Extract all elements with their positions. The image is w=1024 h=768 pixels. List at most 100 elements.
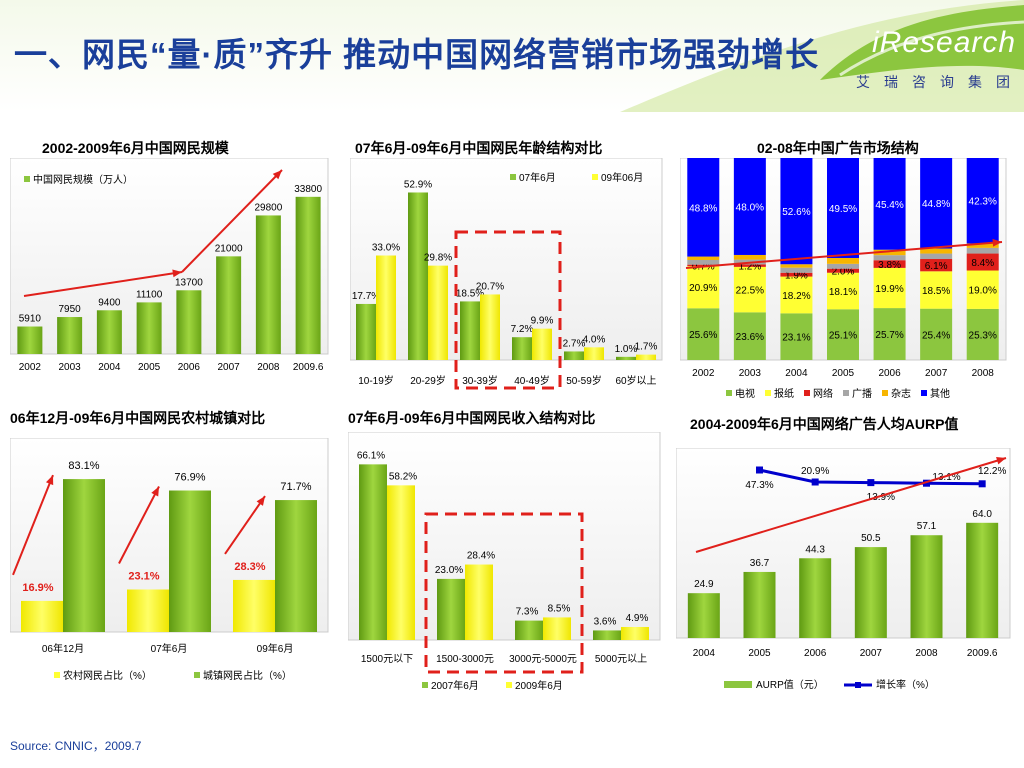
bar (593, 630, 621, 640)
highlight-box (424, 512, 584, 674)
legend-swatch (804, 390, 810, 396)
data-label: 25.7% (875, 330, 903, 341)
trend-arrow (685, 241, 1003, 269)
bar (910, 535, 943, 638)
legend-swatch (194, 672, 200, 678)
data-label: 57.1 (917, 521, 937, 532)
logo-subtitle: 艾瑞咨询集团 (856, 74, 1024, 90)
bar (616, 356, 636, 360)
bar (387, 485, 415, 640)
bar (169, 490, 211, 632)
trend-arrow (118, 486, 160, 564)
legend-label: 网络 (813, 387, 833, 400)
growth-point (923, 479, 930, 487)
chart-income: 66.1% 58.2% 1500元以下 23.0% 28.4% 1500-3000元 7.3… (348, 432, 661, 692)
stack-segment (966, 253, 999, 271)
data-label: 18.5% (922, 286, 950, 297)
bar (17, 326, 43, 354)
stack-segment (827, 257, 859, 264)
data-label: 23.1% (782, 333, 810, 344)
x-tick-label: 09年6月 (257, 642, 294, 655)
data-label: 22.5% (736, 286, 764, 297)
data-label: 25.3% (969, 330, 997, 341)
stack-segment (920, 308, 953, 360)
legend-label: 增长率（%） (876, 678, 935, 691)
stack-segment (687, 260, 720, 265)
stack-segment (966, 243, 999, 248)
legend-swatch (506, 682, 512, 688)
bar (515, 620, 543, 640)
data-label: 28.4% (467, 551, 495, 562)
stack-segment (966, 247, 999, 254)
data-label: 33.0% (372, 243, 400, 254)
bar (743, 571, 776, 638)
data-label: 20.9% (689, 283, 717, 294)
data-label: 18.2% (782, 291, 810, 302)
legend-swatch (592, 174, 598, 180)
chart-title-netizen-scale: 2002-2009年6月中国网民规模 (42, 140, 229, 156)
data-label: 9.9% (531, 316, 554, 327)
bar (21, 600, 63, 632)
legend-swatch (921, 390, 927, 396)
x-tick-label: 2002 (692, 368, 715, 379)
data-label: 25.4% (922, 330, 950, 341)
data-label: 4.9% (626, 613, 649, 624)
legend-label: 07年6月 (519, 171, 556, 184)
data-label: 20.7% (476, 281, 504, 292)
data-label: 1.2% (738, 262, 761, 273)
x-tick-label: 06年12月 (42, 642, 84, 655)
stack-segment (920, 248, 953, 254)
data-label: 4.0% (583, 334, 606, 345)
x-tick-label: 60岁以上 (615, 374, 656, 387)
data-label: 28.3% (234, 561, 265, 573)
data-label: 50.5 (861, 533, 881, 544)
x-tick-label: 1500元以下 (361, 654, 413, 665)
data-label: 58.2% (389, 471, 417, 482)
bar (854, 547, 887, 638)
stack-segment (733, 266, 766, 313)
x-tick-label: 2005 (832, 368, 855, 379)
bar (356, 303, 376, 360)
x-tick-label: 2005 (748, 648, 771, 659)
bar (543, 617, 571, 640)
stack-segment (873, 267, 906, 309)
x-tick-label: 50-59岁 (566, 374, 602, 387)
stack-segment (780, 272, 813, 277)
data-label: 83.1% (68, 460, 99, 472)
data-label: 66.1% (357, 450, 385, 461)
data-label: 71.7% (280, 481, 311, 493)
chart-title-age-structure: 07年6月-09年6月中国网民年龄结构对比 (355, 140, 603, 156)
data-label: 76.9% (174, 472, 205, 484)
legend-label: 报纸 (774, 387, 794, 400)
data-label: 2.7% (563, 338, 586, 349)
x-tick-label: 2006 (878, 368, 901, 379)
plot-area (350, 158, 663, 361)
legend-swatch (843, 390, 849, 396)
chart-ad-market: 25.6%20.9%0.7%48.8%200223.6%22.5%1.2%48.… (680, 158, 1007, 400)
stack-segment (687, 256, 720, 261)
data-label: 13700 (175, 277, 203, 288)
legend-label: 城镇网民占比（%） (203, 669, 292, 682)
trend-arrow (181, 169, 283, 273)
bar (216, 256, 242, 354)
data-label: 17.7% (352, 291, 380, 302)
legend-label: 中国网民规模（万人） (33, 173, 133, 186)
x-tick-label: 2006 (178, 362, 201, 373)
bar (255, 215, 281, 354)
data-label: 5910 (19, 314, 42, 325)
trend-arrow (224, 495, 266, 555)
legend-label: 广播 (852, 387, 872, 400)
legend-swatch (726, 390, 732, 396)
stack-segment (780, 313, 813, 360)
plot-area (676, 448, 1011, 639)
data-label: 7.3% (516, 607, 539, 618)
x-tick-label: 40-49岁 (514, 374, 550, 387)
stack-segment (827, 309, 859, 360)
stack-segment (920, 158, 953, 249)
trend-arrow-head (45, 475, 54, 486)
x-tick-label: 2002 (19, 362, 42, 373)
data-label: 44.3 (805, 544, 825, 555)
bar (136, 302, 162, 354)
data-label: 2.0% (832, 267, 855, 278)
trend-arrow-head (996, 456, 1006, 465)
